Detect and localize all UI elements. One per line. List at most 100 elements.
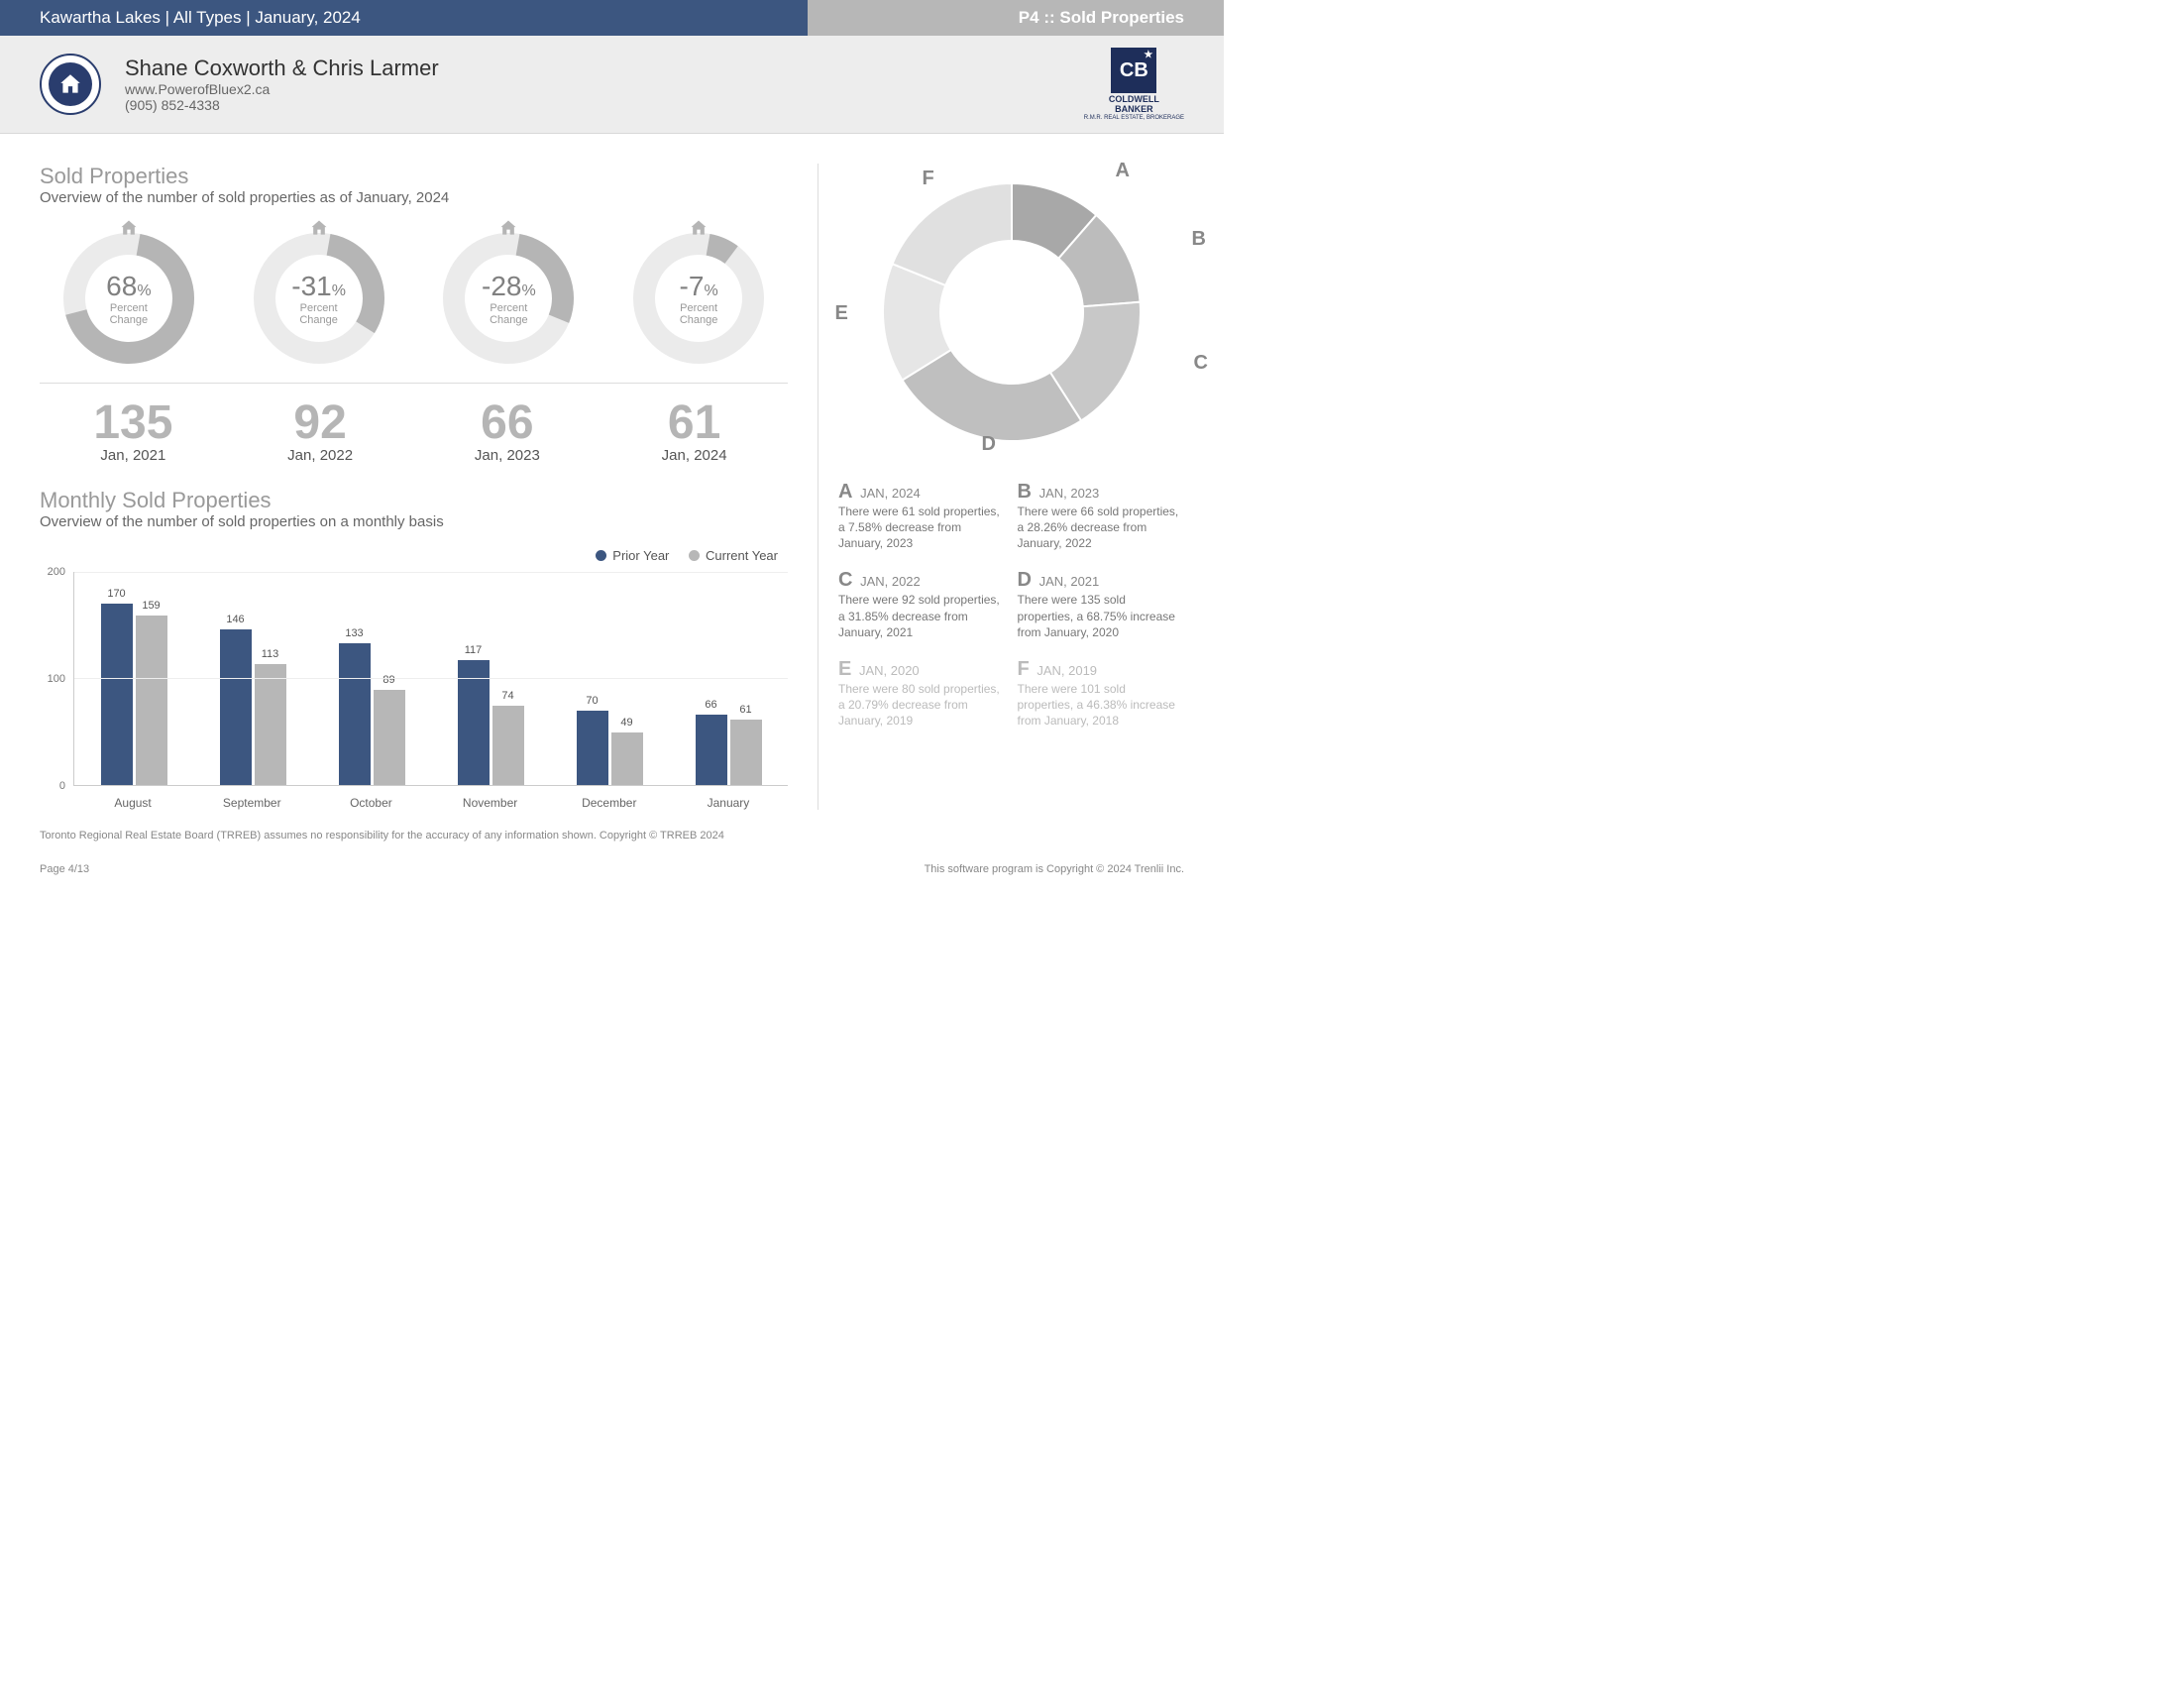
house-icon [309, 218, 329, 243]
description-item: E JAN, 2020 There were 80 sold propertie… [838, 658, 1006, 730]
x-label: October [311, 796, 430, 810]
bignum-item: 135 Jan, 2021 [40, 399, 227, 464]
donut-label: Percent Change [472, 302, 546, 326]
bignum-label: Jan, 2021 [40, 447, 227, 464]
slice-label: B [1192, 228, 1206, 251]
legend: Prior Year Current Year [40, 548, 788, 564]
bignum: 66 [414, 399, 601, 447]
big-donut: ABCDEF [863, 164, 1160, 461]
donut-pct: 68% [91, 271, 165, 302]
donut-pct: -31% [281, 271, 356, 302]
bar-value: 66 [705, 699, 716, 711]
donut-pct: -28% [472, 271, 546, 302]
bar: 89 [374, 690, 405, 785]
description-item: F JAN, 2019 There were 101 sold properti… [1018, 658, 1185, 730]
slice-label: A [1116, 160, 1130, 182]
slice-label: C [1194, 352, 1208, 375]
footer-copyright: This software program is Copyright © 202… [925, 863, 1184, 875]
bar: 133 [339, 643, 371, 785]
agent-logo [40, 54, 101, 115]
bignum-item: 66 Jan, 2023 [414, 399, 601, 464]
y-tick: 0 [59, 780, 65, 792]
donut-label: Percent Change [662, 302, 736, 326]
house-icon [119, 218, 139, 243]
description-text: There were 61 sold properties, a 7.58% d… [838, 504, 1006, 552]
x-label: November [431, 796, 550, 810]
bignum-row: 135 Jan, 202192 Jan, 202266 Jan, 202361 … [40, 399, 788, 464]
bar-value: 74 [501, 690, 513, 702]
description-item: B JAN, 2023 There were 66 sold propertie… [1018, 481, 1185, 552]
house-icon [689, 218, 709, 243]
footer-page: Page 4/13 [40, 863, 89, 875]
description-item: D JAN, 2021 There were 135 sold properti… [1018, 569, 1185, 640]
bar: 146 [220, 629, 252, 785]
bar: 113 [255, 664, 286, 784]
x-label: January [669, 796, 788, 810]
bignum: 61 [601, 399, 788, 447]
bar-value: 70 [586, 695, 598, 707]
description-text: There were 135 sold properties, a 68.75%… [1018, 592, 1185, 640]
donut-label: Percent Change [91, 302, 165, 326]
pct-donut: 68% Percent Change [40, 224, 218, 373]
legend-prior: Prior Year [612, 548, 669, 563]
donut-pct: -7% [662, 271, 736, 302]
sold-subtitle: Overview of the number of sold propertie… [40, 189, 788, 206]
bar-value: 89 [382, 674, 394, 686]
top-bar: Kawartha Lakes | All Types | January, 20… [0, 0, 1224, 36]
slice-label: E [835, 302, 848, 325]
footer: Toronto Regional Real Estate Board (TRRE… [0, 820, 1224, 895]
donut-row: 68% Percent Change -31% Percent Change [40, 224, 788, 373]
agent-name: Shane Coxworth & Chris Larmer [125, 56, 439, 81]
agent-info: Shane Coxworth & Chris Larmer www.Powero… [125, 56, 439, 113]
bignum-label: Jan, 2022 [227, 447, 414, 464]
footer-disclaimer: Toronto Regional Real Estate Board (TRRE… [40, 830, 1184, 842]
description-text: There were 101 sold properties, a 46.38%… [1018, 681, 1185, 730]
description-item: C JAN, 2022 There were 92 sold propertie… [838, 569, 1006, 640]
bar-value: 133 [345, 627, 363, 639]
x-label: December [550, 796, 669, 810]
brand-logo: CB★ COLDWELL BANKER R.M.R. REAL ESTATE, … [1084, 48, 1184, 121]
pct-donut: -28% Percent Change [420, 224, 599, 373]
donut-label: Percent Change [281, 302, 356, 326]
agent-phone: (905) 852-4338 [125, 97, 439, 113]
pct-donut: -31% Percent Change [230, 224, 408, 373]
bignum-item: 61 Jan, 2024 [601, 399, 788, 464]
y-tick: 200 [48, 566, 65, 578]
bignum-item: 92 Jan, 2022 [227, 399, 414, 464]
slice-label: D [982, 433, 996, 456]
bar-value: 170 [107, 588, 125, 600]
description-text: There were 92 sold properties, a 31.85% … [838, 592, 1006, 640]
bar: 74 [492, 706, 524, 785]
bar-value: 159 [142, 600, 160, 612]
bignum: 92 [227, 399, 414, 447]
donut-slice [892, 183, 1012, 285]
monthly-title: Monthly Sold Properties [40, 488, 788, 513]
y-tick: 100 [48, 673, 65, 685]
header-band: Shane Coxworth & Chris Larmer www.Powero… [0, 36, 1224, 134]
bar: 170 [101, 604, 133, 785]
description-text: There were 66 sold properties, a 28.26% … [1018, 504, 1185, 552]
bar-value: 117 [465, 644, 483, 656]
x-label: September [192, 796, 311, 810]
agent-url: www.PowerofBluex2.ca [125, 81, 439, 97]
bar-chart: 0100200 170159146113133891177470496661 A… [40, 572, 788, 810]
bar-value: 49 [620, 717, 632, 729]
description-grid: A JAN, 2024 There were 61 sold propertie… [838, 481, 1184, 730]
bar-value: 113 [262, 648, 279, 660]
x-label: August [73, 796, 192, 810]
sold-title: Sold Properties [40, 164, 788, 189]
slice-label: F [923, 168, 934, 190]
monthly-subtitle: Overview of the number of sold propertie… [40, 513, 788, 530]
bar-value: 61 [739, 704, 751, 716]
bar: 61 [730, 720, 762, 785]
bar: 49 [611, 732, 643, 785]
bignum: 135 [40, 399, 227, 447]
bar: 70 [577, 711, 608, 785]
pct-donut: -7% Percent Change [609, 224, 788, 373]
topbar-right: P4 :: Sold Properties [808, 0, 1224, 36]
bar-value: 146 [226, 614, 244, 625]
bignum-label: Jan, 2023 [414, 447, 601, 464]
topbar-left: Kawartha Lakes | All Types | January, 20… [0, 0, 808, 36]
bignum-label: Jan, 2024 [601, 447, 788, 464]
house-icon [498, 218, 518, 243]
